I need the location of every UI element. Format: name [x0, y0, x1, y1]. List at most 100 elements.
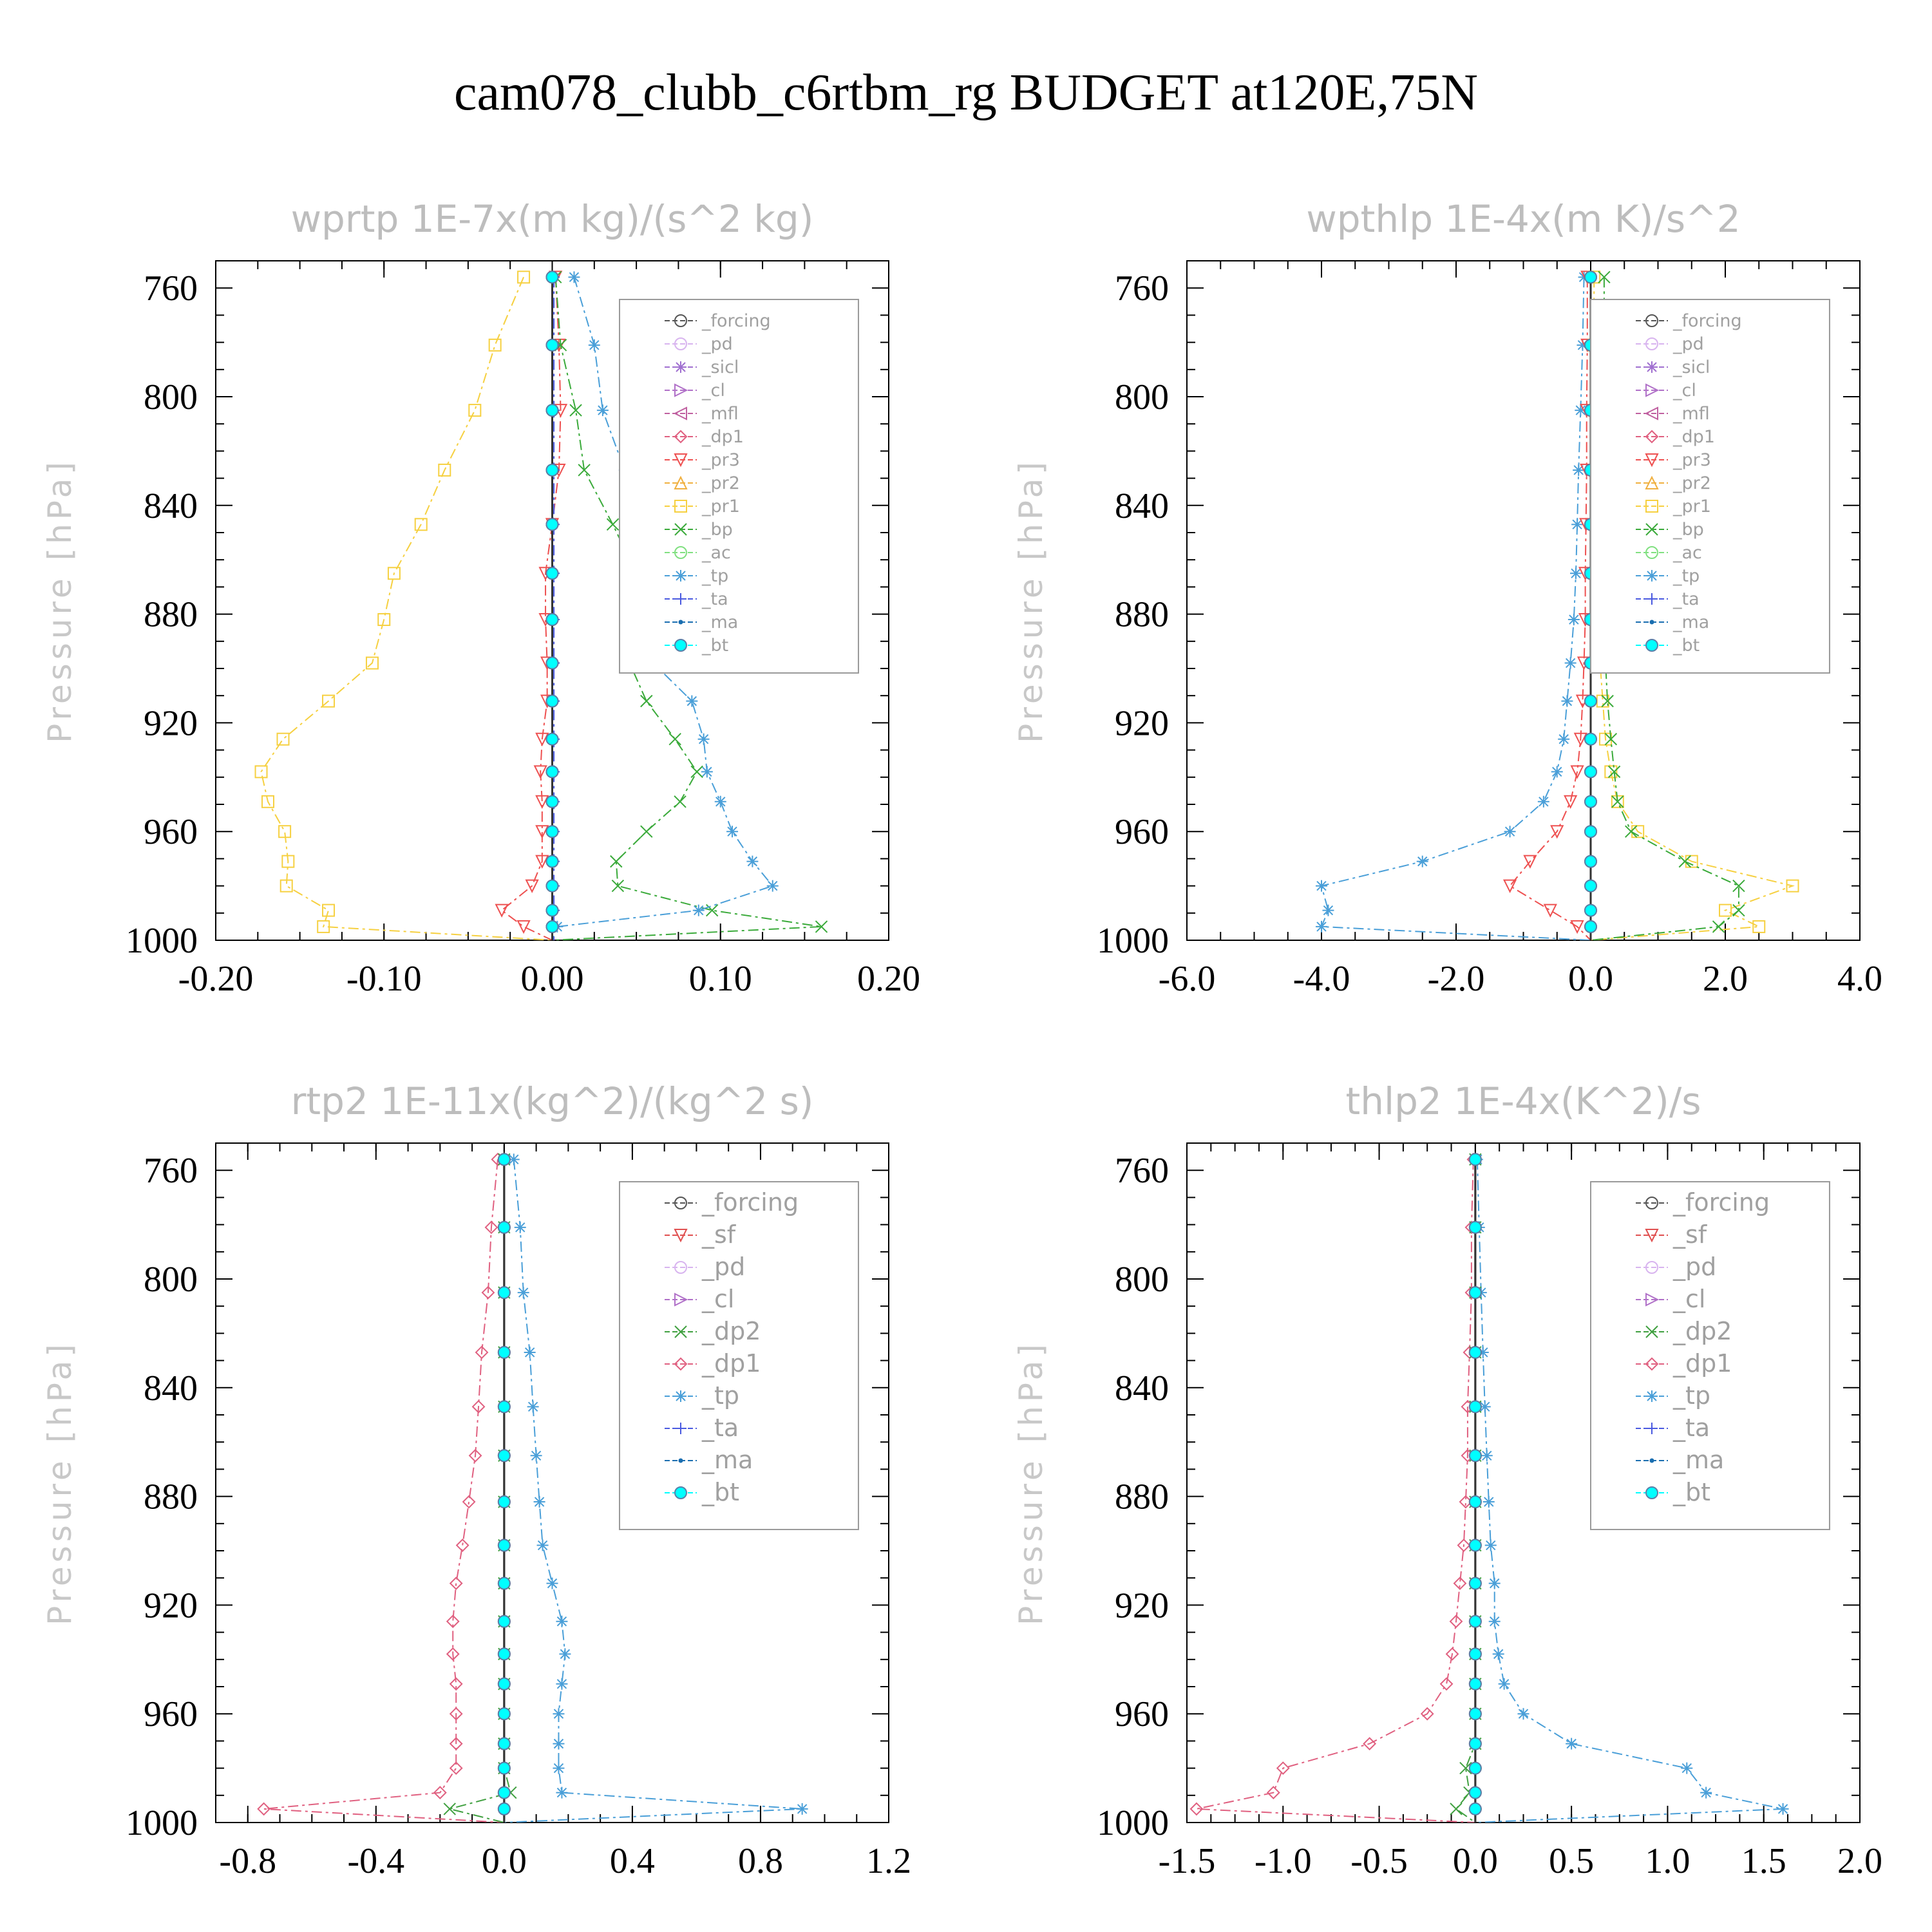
- point-tp: [1561, 695, 1573, 707]
- y-tick-label: 800: [1115, 377, 1169, 417]
- point-bp: [1607, 765, 1621, 779]
- point-tp: [1558, 733, 1570, 745]
- legend-marker: [1645, 430, 1659, 444]
- legend-entry: _bt: [1672, 636, 1700, 656]
- point-tp: [556, 1678, 568, 1690]
- legend-marker: [1646, 1390, 1658, 1402]
- x-tick-label: 0.0: [1568, 959, 1613, 999]
- point-tp: [1488, 1577, 1501, 1589]
- legend-marker: [675, 361, 687, 373]
- x-tick-label: 0.00: [521, 959, 584, 999]
- legend-marker: [1645, 337, 1658, 350]
- point-pr3: [525, 879, 539, 893]
- legend-entry: _forcing: [1672, 1188, 1770, 1217]
- legend-entry: _bt: [701, 636, 728, 656]
- panel-title: wprtp 1E-7x(m kg)/(s^2 kg): [291, 197, 814, 241]
- point-pr3: [1543, 904, 1557, 918]
- y-axis-label: Pressure [hPa]: [1012, 1340, 1050, 1625]
- legend-marker: [1649, 620, 1654, 625]
- point-tp: [697, 733, 710, 745]
- legend-marker: [1645, 546, 1658, 559]
- legend-marker: [675, 570, 687, 582]
- plot-frame: [215, 1142, 889, 1823]
- legend-entry: _ac: [1672, 543, 1702, 563]
- point-bt: [1584, 855, 1597, 868]
- legend-marker: [674, 1357, 688, 1371]
- point-bt: [1468, 1400, 1482, 1414]
- legend-marker: [674, 1486, 687, 1499]
- x-tick-label: -1.5: [1159, 1841, 1216, 1881]
- x-tick-label: 0.10: [689, 959, 752, 999]
- y-tick-label: 840: [144, 1368, 198, 1408]
- legend-marker: [674, 1197, 687, 1209]
- legend-marker: [1644, 406, 1658, 421]
- legend-entry: _pr1: [1672, 497, 1711, 516]
- point-bt: [1584, 920, 1597, 933]
- legend-marker: [1645, 453, 1659, 468]
- legend-marker: [673, 406, 687, 421]
- point-tp: [517, 1287, 529, 1299]
- legend-entry: _dp2: [1672, 1317, 1732, 1345]
- point-bt: [545, 920, 559, 933]
- legend-entry: _ac: [701, 543, 731, 563]
- point-dp1: [1266, 1786, 1280, 1799]
- point-dp1: [1457, 1539, 1471, 1552]
- point-bt: [1468, 1345, 1482, 1359]
- point-dp1: [1363, 1737, 1377, 1751]
- y-tick-label: 920: [1115, 1586, 1169, 1625]
- point-tp: [1316, 920, 1327, 933]
- point-bt: [1584, 732, 1597, 746]
- legend-marker: [674, 1229, 688, 1243]
- legend-entry: _dp1: [1672, 1349, 1732, 1378]
- legend: [619, 299, 859, 674]
- x-tick-label: 2.0: [1837, 1841, 1882, 1881]
- y-tick-label: 760: [1115, 1151, 1169, 1191]
- point-pr3: [516, 920, 531, 934]
- point-bt: [1468, 1495, 1482, 1509]
- legend-marker: [674, 500, 687, 513]
- legend-marker: [674, 453, 688, 468]
- legend-entry: _pr3: [1672, 450, 1711, 470]
- point-bt: [1468, 1647, 1482, 1661]
- point-pr1: [438, 463, 451, 477]
- y-tick-label: 840: [1115, 486, 1169, 526]
- point-bp: [569, 404, 582, 417]
- point-pr3: [535, 825, 549, 839]
- y-tick-label: 1000: [126, 921, 198, 961]
- point-dp1: [257, 1802, 271, 1816]
- legend-marker: [1645, 1261, 1658, 1274]
- point-bt: [1584, 825, 1597, 838]
- legend-marker: [674, 523, 687, 536]
- legend-entry: _dp1: [701, 1349, 761, 1378]
- point-tp: [692, 904, 705, 916]
- x-tick-label: 0.5: [1549, 1841, 1594, 1881]
- point-tp: [556, 1615, 568, 1627]
- legend-entry: _bp: [1672, 520, 1704, 540]
- legend-entry: _cl: [1672, 381, 1696, 401]
- y-tick-label: 920: [144, 703, 198, 743]
- legend-marker: [675, 1390, 687, 1402]
- legend-marker: [1645, 1229, 1659, 1243]
- legend-marker: [1645, 523, 1658, 536]
- point-dp1: [1445, 1647, 1459, 1661]
- point-tp: [1566, 1738, 1578, 1750]
- point-bp: [815, 920, 828, 933]
- legend-entry: _ta: [1672, 1414, 1710, 1442]
- y-tick-label: 960: [144, 1694, 198, 1734]
- legend-marker: [674, 1325, 687, 1338]
- point-bt: [497, 1449, 511, 1463]
- x-tick-label: 2.0: [1703, 959, 1748, 999]
- point-bt: [1584, 270, 1597, 284]
- legend-marker: [678, 1458, 683, 1463]
- y-tick-label: 840: [1115, 1368, 1169, 1408]
- y-tick-label: 800: [1115, 1260, 1169, 1300]
- panel-4: thlp2 1E-4x(K^2)/s Pressure [hPa] 760 800 84…: [1012, 1079, 1882, 1881]
- point-dp1: [481, 1285, 495, 1300]
- point-pr1: [387, 567, 401, 580]
- point-tp: [1477, 1346, 1489, 1358]
- point-tp: [1700, 1786, 1712, 1799]
- point-bt: [545, 613, 559, 627]
- y-tick-label: 800: [144, 377, 198, 417]
- point-bt: [545, 855, 559, 868]
